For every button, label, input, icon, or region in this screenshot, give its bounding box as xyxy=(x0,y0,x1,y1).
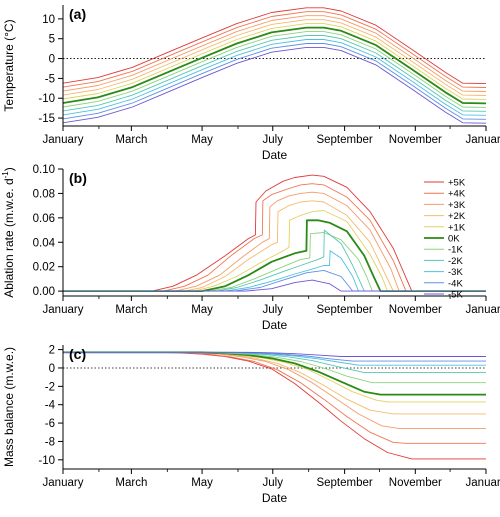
series-line-plus3K xyxy=(63,15,486,92)
x-tick-label: January xyxy=(43,477,84,489)
legend-label: -3K xyxy=(448,267,463,278)
legend-label: 0K xyxy=(448,234,460,245)
y-tick-label: 0.04 xyxy=(33,237,56,249)
axis-frame xyxy=(62,5,486,127)
axis-frame xyxy=(62,169,486,297)
y-tick-label: -5 xyxy=(45,73,55,85)
series-line-plus3K xyxy=(63,351,486,430)
series-line-minus5K xyxy=(63,279,486,292)
series-line-plus2K xyxy=(63,200,486,292)
x-tick-label: January xyxy=(466,134,500,146)
series-line-minus2K xyxy=(63,229,486,292)
panel-label: (a) xyxy=(69,6,86,22)
y-tick-label: 0.02 xyxy=(33,262,55,274)
panel-b-ablation-rate: January March May July September November Janu… xyxy=(1,164,500,332)
y-tick-label: 5 xyxy=(49,34,55,46)
series-line-plus5K xyxy=(63,174,486,292)
series-line-plus2K xyxy=(63,19,486,96)
legend-label: +4K xyxy=(448,189,466,200)
x-axis-label: Date xyxy=(262,318,288,332)
y-axis-label: Mass balance (m.w.e.) xyxy=(2,347,16,467)
y-tick-label: 0.08 xyxy=(33,188,55,200)
axis-frame xyxy=(62,345,486,470)
x-tick-label: September xyxy=(316,477,372,489)
x-axis-label: Date xyxy=(262,491,288,505)
series-line-0K xyxy=(63,351,486,396)
series-line-plus3K xyxy=(63,191,486,292)
x-tick-label: July xyxy=(263,477,284,489)
x-tick-label: March xyxy=(115,134,147,146)
y-tick-label: -10 xyxy=(38,455,55,467)
x-tick-label: September xyxy=(316,134,372,146)
x-tick-label: May xyxy=(191,134,213,146)
x-tick-label: May xyxy=(191,477,213,489)
x-axis-label: Date xyxy=(262,148,288,162)
x-tick-label: July xyxy=(263,304,284,316)
x-tick-label: May xyxy=(191,304,213,316)
series-line-minus5K xyxy=(63,46,486,124)
y-tick-label: 0.10 xyxy=(33,164,55,176)
y-tick-label: -6 xyxy=(45,418,55,430)
series-line-minus1K xyxy=(63,31,486,108)
legend-label: +5K xyxy=(448,178,466,189)
legend-label: +1K xyxy=(448,222,466,233)
x-tick-label: January xyxy=(466,477,500,489)
y-tick-label: 0 xyxy=(49,54,55,66)
panel-label: (b) xyxy=(69,170,87,186)
x-tick-label: July xyxy=(263,134,284,146)
series-line-0K xyxy=(63,219,486,293)
series-line-minus1K xyxy=(63,232,486,292)
y-tick-label: -15 xyxy=(38,113,55,125)
y-tick-label: -4 xyxy=(45,400,56,412)
series-line-minus2K xyxy=(63,35,486,112)
series-line-minus5K xyxy=(63,351,486,357)
y-axis-label: Temperature (°C) xyxy=(2,19,16,111)
y-tick-label: 2 xyxy=(49,345,55,357)
legend-label: -2K xyxy=(448,256,463,267)
legend-label: -5K xyxy=(448,290,463,301)
x-tick-label: November xyxy=(389,477,442,489)
y-axis-label: Ablation rate (m.w.e. d-1) xyxy=(1,167,16,298)
y-tick-label: -8 xyxy=(45,436,55,448)
series-line-minus3K xyxy=(63,39,486,116)
y-tick-label: 10 xyxy=(42,14,55,26)
y-tick-label: -2 xyxy=(45,381,55,393)
x-tick-label: March xyxy=(115,477,147,489)
x-tick-label: November xyxy=(389,134,442,146)
legend-label: -4K xyxy=(448,278,463,289)
panel-a-temperature: January March May July September November Janu… xyxy=(2,5,500,162)
series-line-plus4K xyxy=(63,11,486,88)
y-tick-label: 0.00 xyxy=(33,286,55,298)
y-tick-label: 0.06 xyxy=(33,213,55,225)
series-line-plus5K xyxy=(63,7,486,85)
y-tick-label: -10 xyxy=(38,93,55,105)
panel-label: (c) xyxy=(69,346,86,362)
x-tick-label: January xyxy=(43,304,84,316)
series-line-plus1K xyxy=(63,23,486,100)
x-tick-label: January xyxy=(43,134,84,146)
panel-c-mass-balance: January March May July September November Janu… xyxy=(2,345,500,505)
x-tick-label: March xyxy=(115,304,147,316)
series-line-minus3K xyxy=(63,250,486,292)
series-line-plus4K xyxy=(63,183,486,292)
series-line-0K xyxy=(63,26,486,105)
series-line-minus4K xyxy=(63,269,486,292)
x-tick-label: January xyxy=(466,304,500,316)
legend-label: +2K xyxy=(448,211,466,222)
legend-label: -1K xyxy=(448,245,463,256)
series-line-plus4K xyxy=(63,351,486,444)
x-tick-label: September xyxy=(316,304,372,316)
x-tick-label: November xyxy=(389,304,442,316)
series-line-minus4K xyxy=(63,43,486,120)
y-tick-label: 0 xyxy=(49,363,55,375)
series-line-plus1K xyxy=(63,210,486,292)
legend-label: +3K xyxy=(448,200,466,211)
